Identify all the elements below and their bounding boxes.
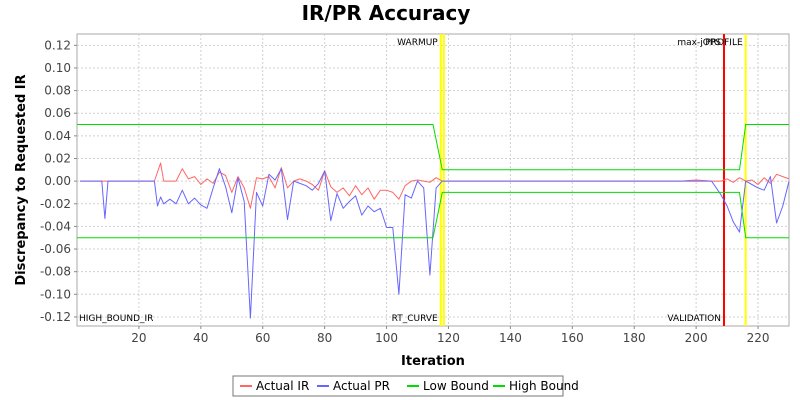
x-tick-label: 180 (623, 331, 646, 345)
series-line-actual-pr (80, 168, 790, 319)
x-tick-label: 220 (747, 331, 770, 345)
x-axis-label: Iteration (401, 354, 465, 369)
marker-top-label: WARMUP (397, 38, 438, 48)
y-tick-label: 0.00 (44, 174, 71, 188)
legend-label: Low Bound (423, 379, 489, 393)
y-tick-label: -0.06 (40, 242, 71, 256)
y-axis-label: Discrepancy to Requested IR (14, 74, 29, 285)
legend-label: Actual PR (333, 379, 390, 393)
y-tick-label: -0.12 (40, 310, 71, 324)
y-tick-label: 0.02 (44, 151, 71, 165)
series-line-low-bound (77, 191, 789, 239)
marker-top-label: max-jOPS (677, 38, 721, 48)
y-tick-label: -0.04 (40, 219, 71, 233)
chart-title: IR/PR Accuracy (302, 1, 471, 25)
legend-label: High Bound (509, 379, 579, 393)
marker-bottom-label: VALIDATION (667, 314, 721, 324)
x-tick-label: 60 (255, 331, 270, 345)
series-line-high-bound (77, 124, 789, 171)
y-tick-label: -0.10 (40, 287, 71, 301)
y-tick-label: -0.02 (40, 197, 71, 211)
x-tick-label: 140 (499, 331, 522, 345)
y-tick-label: 0.08 (44, 84, 71, 98)
x-tick-label: 160 (561, 331, 584, 345)
x-axis-ticks: 20 40 60 80 100 120 140 160 180 200 220 (131, 326, 769, 345)
x-tick-label: 80 (317, 331, 332, 345)
marker-top-label: PROFILE (705, 38, 743, 48)
x-tick-label: 200 (685, 331, 708, 345)
x-tick-label: 40 (193, 331, 208, 345)
y-tick-label: 0.12 (44, 38, 71, 52)
x-tick-label: 20 (131, 331, 146, 345)
legend-label: Actual IR (256, 379, 309, 393)
legend-box (232, 375, 564, 397)
legend: Actual IR Actual PR Low Bound High Bound (232, 375, 579, 397)
y-tick-label: 0.04 (44, 129, 71, 143)
grid-lines (77, 34, 789, 326)
x-tick-label: 100 (375, 331, 398, 345)
y-tick-label: 0.06 (44, 106, 71, 120)
series-lines (77, 124, 790, 319)
marker-bottom-label: RT_CURVE (392, 314, 438, 324)
y-axis-ticks: 0.12 0.10 0.08 0.06 0.04 0.02 0.00 -0.02 -0.04 -0… (40, 38, 77, 324)
corner-label: HIGH_BOUND_IR (79, 314, 153, 324)
y-tick-label: 0.10 (44, 61, 71, 75)
phase-markers: WARMUP RT_CURVE max-jOPS VALIDATION PROFILE (392, 34, 747, 326)
x-tick-label: 120 (437, 331, 460, 345)
y-tick-label: -0.08 (40, 265, 71, 279)
